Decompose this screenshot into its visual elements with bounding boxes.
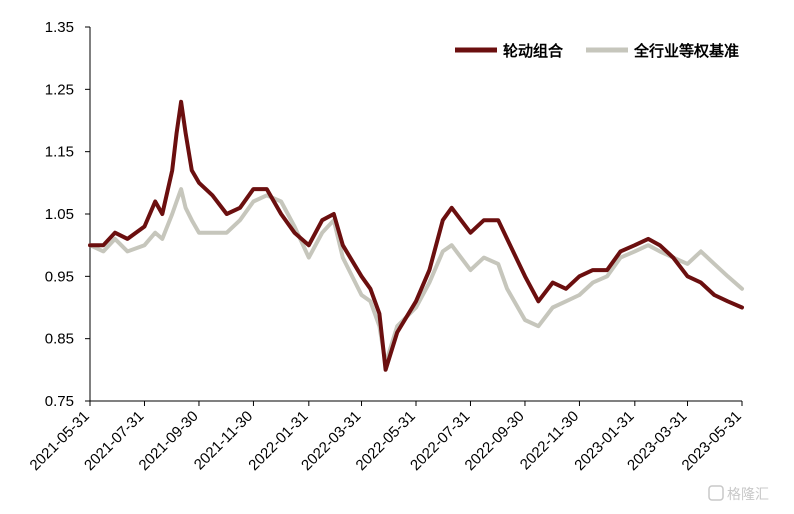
y-axis-ticks: 0.75 0.85 0.95 1.05 1.15 1.25 1.35 — [45, 19, 90, 410]
y-tick-label: 1.15 — [45, 144, 74, 161]
y-tick-label: 1.25 — [45, 81, 74, 98]
series-lines — [88, 99, 744, 372]
x-tick-label: 2022-09-30 — [462, 408, 528, 474]
watermark-text: 格隆汇 — [727, 487, 769, 503]
x-tick-label: 2023-05-31 — [679, 408, 745, 474]
gelonghui-logo-icon — [708, 485, 724, 501]
legend: 轮动组合 全行业等权基准 — [455, 42, 739, 60]
x-axis-ticks: 2021-05-312021-07-312021-09-302021-11-30… — [27, 401, 745, 474]
watermark: 格隆汇 — [708, 485, 769, 503]
y-tick-label: 0.85 — [45, 331, 74, 348]
series-line-1 — [88, 187, 744, 366]
x-tick-label: 2021-09-30 — [136, 408, 202, 474]
y-tick-label: 1.05 — [45, 206, 74, 223]
legend-label-0: 轮动组合 — [503, 42, 564, 60]
series-line-0 — [88, 99, 744, 372]
y-tick-label: 0.95 — [45, 268, 74, 285]
y-tick-label: 0.75 — [45, 393, 74, 410]
y-tick-label: 1.35 — [45, 19, 74, 36]
legend-label-1: 全行业等权基准 — [633, 42, 739, 60]
